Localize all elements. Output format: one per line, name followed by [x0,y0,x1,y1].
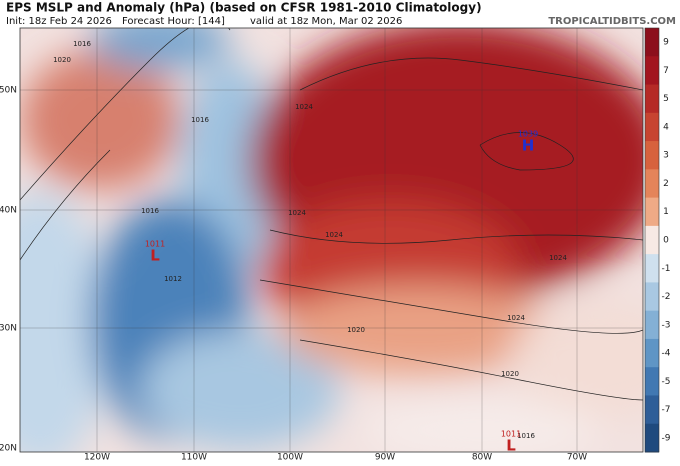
pressure-label: 1016 [517,432,535,440]
colorbar-segment [645,367,659,396]
colorbar-tick-label: -3 [662,320,671,330]
pressure-label: 1020 [501,370,519,378]
center-symbol: L [150,247,160,265]
colorbar-tick-label: -7 [662,405,671,415]
pressure-label: 1016 [191,116,209,124]
colorbar-segment [645,338,659,368]
colorbar-segment [645,169,659,199]
lon-label: 110W [181,453,207,463]
colorbar-segment [645,225,659,255]
pressure-label: 1012 [164,275,182,283]
colorbar-tick-label: 9 [663,38,669,48]
colorbar-segment [645,395,659,425]
colorbar-tick-label: -2 [662,292,671,302]
colorbar-tick-label: -1 [662,264,671,274]
pressure-label: 1020 [347,326,365,334]
colorbar-tick-label: 1 [663,207,669,217]
colorbar-tick-label: 5 [663,94,669,104]
pressure-label: 1016 [73,40,91,48]
colorbar-tick-label: 4 [663,122,669,132]
lat-label: 40N [0,206,17,216]
center-symbol: H [522,137,535,155]
forecast-hour: Forecast Hour: [144] [122,16,225,27]
colorbar-segment [645,112,659,142]
pressure-label: 1020 [53,56,71,64]
colorbar-tick-label: 0 [663,236,669,246]
pressure-label: 1024 [295,103,313,111]
colorbar-segment [645,141,659,170]
colorbar-tick-label: 3 [663,151,669,161]
site: TROPICALTIDBITS.COM [548,16,676,27]
colorbar-segment [645,56,659,86]
center-symbol: L [506,437,516,455]
pressure-label: 1016 [141,207,159,215]
title: EPS MSLP and Anomaly (hPa) (based on CFS… [6,1,482,15]
lat-label: 20N [0,444,17,454]
lon-label: 70W [567,453,587,463]
colorbar-segment [645,254,659,283]
init: Init: 18z Feb 24 2026 [6,16,112,27]
colorbar-segment [645,282,659,312]
map-field [20,28,643,452]
lon-label: 80W [472,453,492,463]
center-pressure: 1039 [518,130,538,139]
colorbar-segment [645,310,659,340]
colorbar-segment [645,197,659,227]
lat-label: 50N [0,86,17,96]
valid-time: valid at 18z Mon, Mar 02 2026 [250,16,402,27]
colorbar-tick-label: -5 [662,377,671,387]
colorbar-tick-label: 2 [663,179,669,189]
colorbar-tick-label: -9 [662,433,671,443]
colorbar-segment [645,423,659,453]
pressure-label: 1024 [325,231,343,239]
lat-label: 30N [0,324,17,334]
pressure-label: 1024 [549,254,567,262]
pressure-label: 1024 [288,209,306,217]
colorbar-tick-label: 7 [663,66,669,76]
colorbar-tick-label: -4 [662,349,671,359]
colorbar-frame [644,27,660,453]
colorbar-segment [645,28,659,57]
lon-label: 90W [375,453,395,463]
pressure-label: 1024 [507,314,525,322]
center-pressure: 1011 [501,430,521,439]
lon-label: 120W [84,453,110,463]
lon-label: 100W [277,453,303,463]
colorbar-segment [645,84,659,114]
center-pressure: 1011 [145,240,165,249]
